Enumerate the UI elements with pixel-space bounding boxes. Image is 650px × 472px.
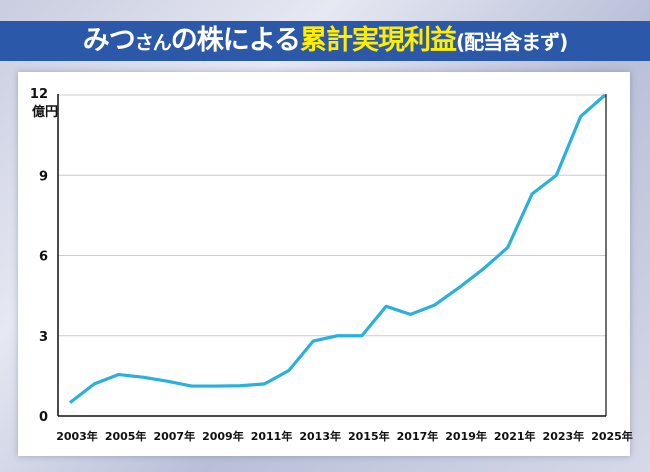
y-tick-label: 9 [39,169,48,184]
x-tick-label: 2021年 [494,429,536,443]
x-tick-label: 2015年 [348,429,390,443]
y-tick-label: 6 [39,250,48,265]
x-tick-label: 2019年 [445,429,487,443]
x-tick-label: 2009年 [202,429,244,443]
title-banner: みつさんの株による累計実現利益(配当含まず) [0,21,650,61]
y-tick-label: 3 [39,330,48,345]
x-tick-label: 2011年 [251,429,293,443]
title-part: さん [134,32,172,54]
x-tick-label: 2013年 [299,429,341,443]
y-tick-label: 0 [39,410,48,425]
x-tick-label: 2017年 [397,429,439,443]
title-part: の株による [170,25,301,56]
x-tick-label: 2025年 [591,429,633,443]
series-line [69,93,607,404]
x-tick-label: 2005年 [105,429,147,443]
title-highlight: 累計実現利益 [299,25,457,56]
y-axis-unit: 億円 [32,104,58,120]
y-tick-label: 12 [30,87,48,102]
title-suffix: (配当含まず) [455,30,568,54]
x-tick-label: 2023年 [543,429,585,443]
chart-card [18,72,630,456]
x-tick-label: 2007年 [153,429,195,443]
x-tick-label: 2003年 [56,429,98,443]
title-part: みつ [82,25,136,56]
